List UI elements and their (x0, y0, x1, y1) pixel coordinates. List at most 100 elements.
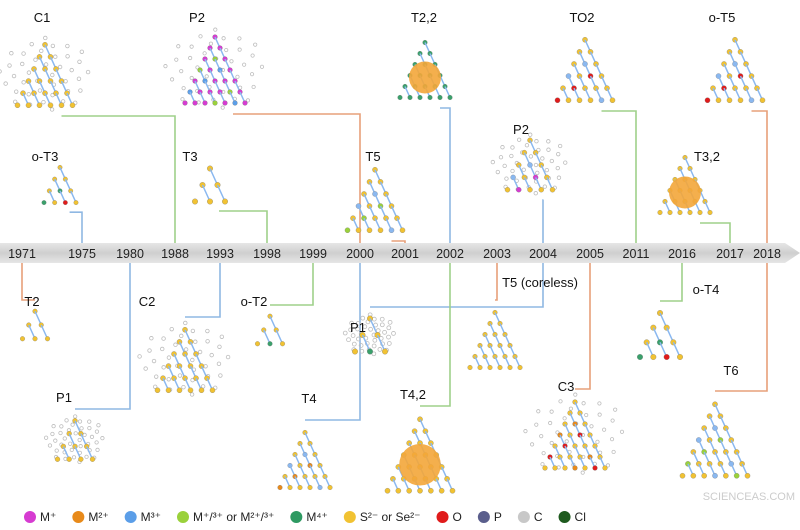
ligand-atom (549, 158, 555, 164)
ligand-atom (495, 169, 500, 175)
ligand-atom (65, 43, 70, 49)
ligand-atom (502, 163, 507, 169)
ligand-atom (541, 451, 546, 456)
year-label: 2001 (391, 247, 419, 261)
ligand-atom (53, 438, 58, 443)
connector-line (75, 263, 131, 410)
cluster-t5-coreless- (467, 310, 523, 370)
ligand-atom (564, 439, 569, 444)
ligand-atom (595, 439, 600, 444)
cluster-p1 (342, 312, 396, 357)
ligand-atom (562, 416, 567, 421)
atom (202, 100, 208, 106)
atom (667, 210, 673, 215)
cluster-p2 (163, 27, 265, 110)
atom (701, 472, 707, 479)
atom (726, 97, 733, 103)
ligand-atom (528, 154, 534, 159)
ligand-atom (555, 165, 560, 171)
ligand-atom (62, 436, 67, 441)
ligand-atom (179, 69, 184, 74)
ligand-atom (176, 44, 181, 49)
ligand-atom (490, 159, 496, 165)
atom (516, 187, 522, 193)
atom (192, 198, 198, 205)
legend-swatch-icon (177, 511, 189, 523)
atom (438, 487, 445, 494)
atom (677, 354, 683, 360)
ligand-atom (71, 455, 77, 460)
atom (255, 341, 260, 347)
ligand-atom (253, 42, 258, 47)
cluster-label: P2 (513, 122, 529, 137)
atom (447, 95, 453, 100)
ligand-atom (580, 470, 585, 475)
ligand-atom (498, 155, 504, 160)
ligand-atom (77, 59, 82, 64)
ligand-atom (510, 168, 515, 174)
legend-item-c: C (517, 510, 543, 524)
year-label: 2003 (483, 247, 511, 261)
connector-line (61, 115, 176, 243)
cluster-label: o-T4 (693, 282, 720, 297)
ligand-atom (386, 325, 392, 331)
ligand-atom (50, 431, 55, 437)
ligand-atom (219, 334, 225, 339)
ligand-atom (188, 55, 193, 61)
atom (697, 210, 703, 215)
connector-line (21, 263, 35, 301)
legend-swatch-icon (436, 511, 449, 523)
atom (552, 465, 558, 471)
ligand-atom (242, 62, 247, 67)
atom (565, 97, 572, 103)
ligand-atom (84, 454, 89, 459)
ligand-atom (217, 344, 222, 349)
ligand-atom (137, 354, 142, 359)
atom (277, 485, 283, 490)
cluster-label: T2 (24, 294, 39, 309)
legend-swatch-icon (477, 511, 490, 523)
ligand-atom (43, 35, 48, 41)
connector-line (660, 263, 683, 302)
atom (154, 387, 161, 393)
cluster-label: P1 (350, 320, 366, 335)
legend-label: Cl (575, 510, 586, 524)
atom (399, 227, 406, 233)
ligand-atom (204, 74, 209, 79)
legend-item-m: M⁴⁺ (290, 510, 328, 524)
ligand-atom (609, 437, 615, 442)
atom (587, 97, 594, 103)
atom (280, 341, 285, 347)
ligand-atom (78, 444, 83, 449)
ligand-atom (237, 36, 242, 41)
ligand-atom (39, 48, 44, 54)
atom (297, 485, 303, 490)
atom (242, 100, 248, 106)
legend-item-m: M⁺ (24, 510, 56, 524)
ligand-atom (249, 72, 255, 77)
bond (34, 310, 42, 326)
atom (507, 365, 513, 370)
legend-label: S²⁻ or Se²⁻ (360, 510, 421, 524)
ligand-atom (26, 92, 31, 97)
bond (269, 315, 277, 331)
ligand-atom (203, 364, 208, 369)
ligand-atom (43, 62, 49, 67)
ligand-atom (100, 436, 105, 441)
ligand-atom (509, 153, 514, 159)
connector-line (69, 211, 83, 243)
ligand-atom (349, 320, 355, 326)
cluster-label: T3 (182, 149, 197, 164)
ligand-atom (540, 156, 545, 161)
connector-line (601, 110, 637, 243)
atom (527, 187, 533, 193)
year-label: 1993 (206, 247, 234, 261)
ligand-atom (549, 409, 554, 414)
ligand-atom (11, 73, 17, 79)
cluster-p2 (490, 132, 568, 196)
atom (467, 365, 473, 370)
cluster-t4-2 (384, 416, 456, 494)
ligand-atom (589, 424, 594, 429)
atom (657, 210, 663, 215)
